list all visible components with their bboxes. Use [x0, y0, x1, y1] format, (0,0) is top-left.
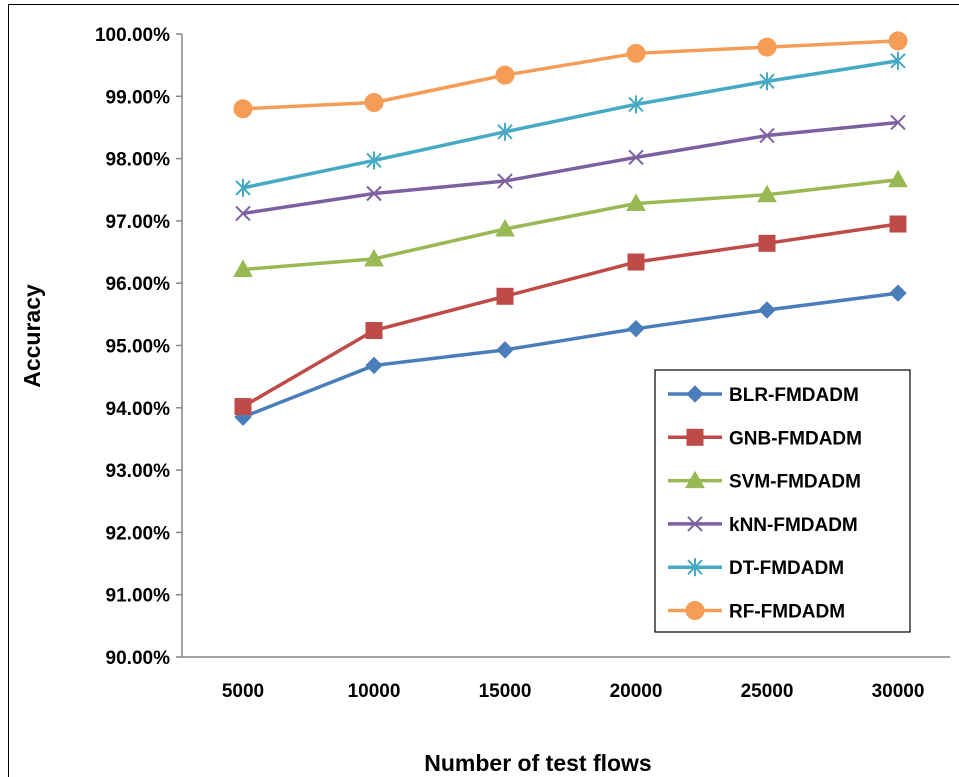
legend-box [654, 369, 911, 633]
data-point [628, 149, 644, 166]
data-point [890, 51, 906, 70]
legend-item: SVM-FMDADM [668, 470, 861, 493]
series-line [242, 291, 899, 419]
data-point [627, 319, 645, 338]
y-axis-title: Accuracy [19, 284, 45, 388]
data-point [626, 193, 646, 211]
series-gnb-fmdadm [234, 215, 907, 416]
x-axis-title: Number of test flows [424, 750, 651, 776]
legend-item: GNB-FMDADM [668, 428, 862, 449]
x-ticks: 5000 10000 15000 20000 25000 30000 [222, 681, 925, 702]
data-point [364, 93, 384, 113]
legend-label: GNB-FMDADM [729, 428, 862, 449]
series-line [242, 120, 899, 216]
y-tick-label: 99.00% [106, 87, 171, 108]
data-point [759, 127, 775, 144]
legend-marker [685, 470, 705, 489]
data-point [627, 253, 645, 271]
chart-frame [8, 4, 959, 777]
data-point [495, 65, 515, 85]
data-point [234, 398, 252, 416]
series-line [242, 222, 899, 409]
data-point [758, 301, 776, 319]
y-tick-label: 92.00% [106, 523, 171, 544]
data-point [888, 31, 908, 51]
data-point [626, 43, 646, 63]
legend-label: SVM-FMDADM [729, 472, 861, 493]
y-tick-label: 95.00% [106, 337, 171, 358]
data-point [889, 215, 907, 233]
series-blr-fmdadm [234, 284, 907, 426]
legend-marker [686, 428, 704, 446]
data-point [495, 218, 515, 237]
data-point [889, 284, 907, 302]
y-tick-label: 98.00% [106, 150, 171, 171]
legend-label: RF-FMDADM [729, 602, 845, 623]
legend-label: kNN-FMDADM [729, 515, 858, 536]
data-point [496, 341, 514, 359]
series-line [242, 59, 899, 190]
legend-marker [685, 601, 705, 620]
data-point [497, 173, 513, 189]
y-tick-label: 90.00% [106, 648, 171, 669]
y-tick-label: 96.00% [106, 274, 171, 295]
legend-marker [686, 385, 704, 403]
x-tick-label: 10000 [348, 681, 401, 702]
y-tick-label: 93.00% [106, 461, 171, 482]
series-svm-fmdadm [233, 169, 908, 277]
data-point [888, 169, 908, 188]
legend-marker [687, 558, 703, 577]
data-point [890, 114, 906, 131]
y-ticks: 90.00% 91.00% 92.00% 93.00% 94.00% 95.00% 96.0… [95, 25, 182, 669]
legend-item: kNN-FMDADM [668, 515, 858, 536]
x-tick-label: 15000 [479, 681, 532, 702]
data-point [235, 205, 251, 222]
data-point [496, 287, 514, 305]
data-point [366, 185, 382, 202]
data-point [365, 322, 383, 340]
data-point [235, 178, 251, 197]
x-tick-label: 5000 [222, 681, 264, 702]
legend-label: DT-FMDADM [729, 558, 844, 579]
series-dt-fmdadm [235, 51, 906, 197]
y-tick-label: 100.00% [95, 25, 170, 46]
data-point [758, 234, 776, 252]
data-point [233, 259, 253, 277]
x-tick-label: 20000 [610, 681, 663, 702]
y-tick-label: 91.00% [106, 586, 171, 607]
data-point [365, 356, 383, 375]
y-tick-label: 97.00% [106, 212, 171, 233]
legend: BLR-FMDADM GNB-FMDADM SVM-FMDADM kNN-FMDADM… [654, 369, 911, 633]
data-point [628, 95, 644, 114]
legend-item: RF-FMDADM [668, 601, 845, 623]
legend-item: BLR-FMDADM [668, 385, 859, 406]
legend-marker [687, 516, 703, 532]
data-point [233, 99, 253, 119]
data-point [364, 248, 384, 267]
data-point [757, 184, 777, 203]
series-line [242, 178, 899, 272]
series-rf-fmdadm [233, 31, 908, 119]
x-tick-label: 25000 [741, 681, 794, 702]
legend-label: BLR-FMDADM [729, 385, 859, 406]
series-line [242, 39, 899, 111]
data-point [366, 151, 382, 170]
series-layer [233, 31, 908, 426]
data-point [759, 72, 775, 91]
y-tick-label: 94.00% [106, 399, 171, 420]
x-tick-label: 30000 [872, 681, 925, 702]
series-knn-fmdadm [235, 114, 906, 222]
data-point [757, 37, 777, 57]
legend-item: DT-FMDADM [668, 558, 844, 579]
data-point [497, 122, 513, 141]
